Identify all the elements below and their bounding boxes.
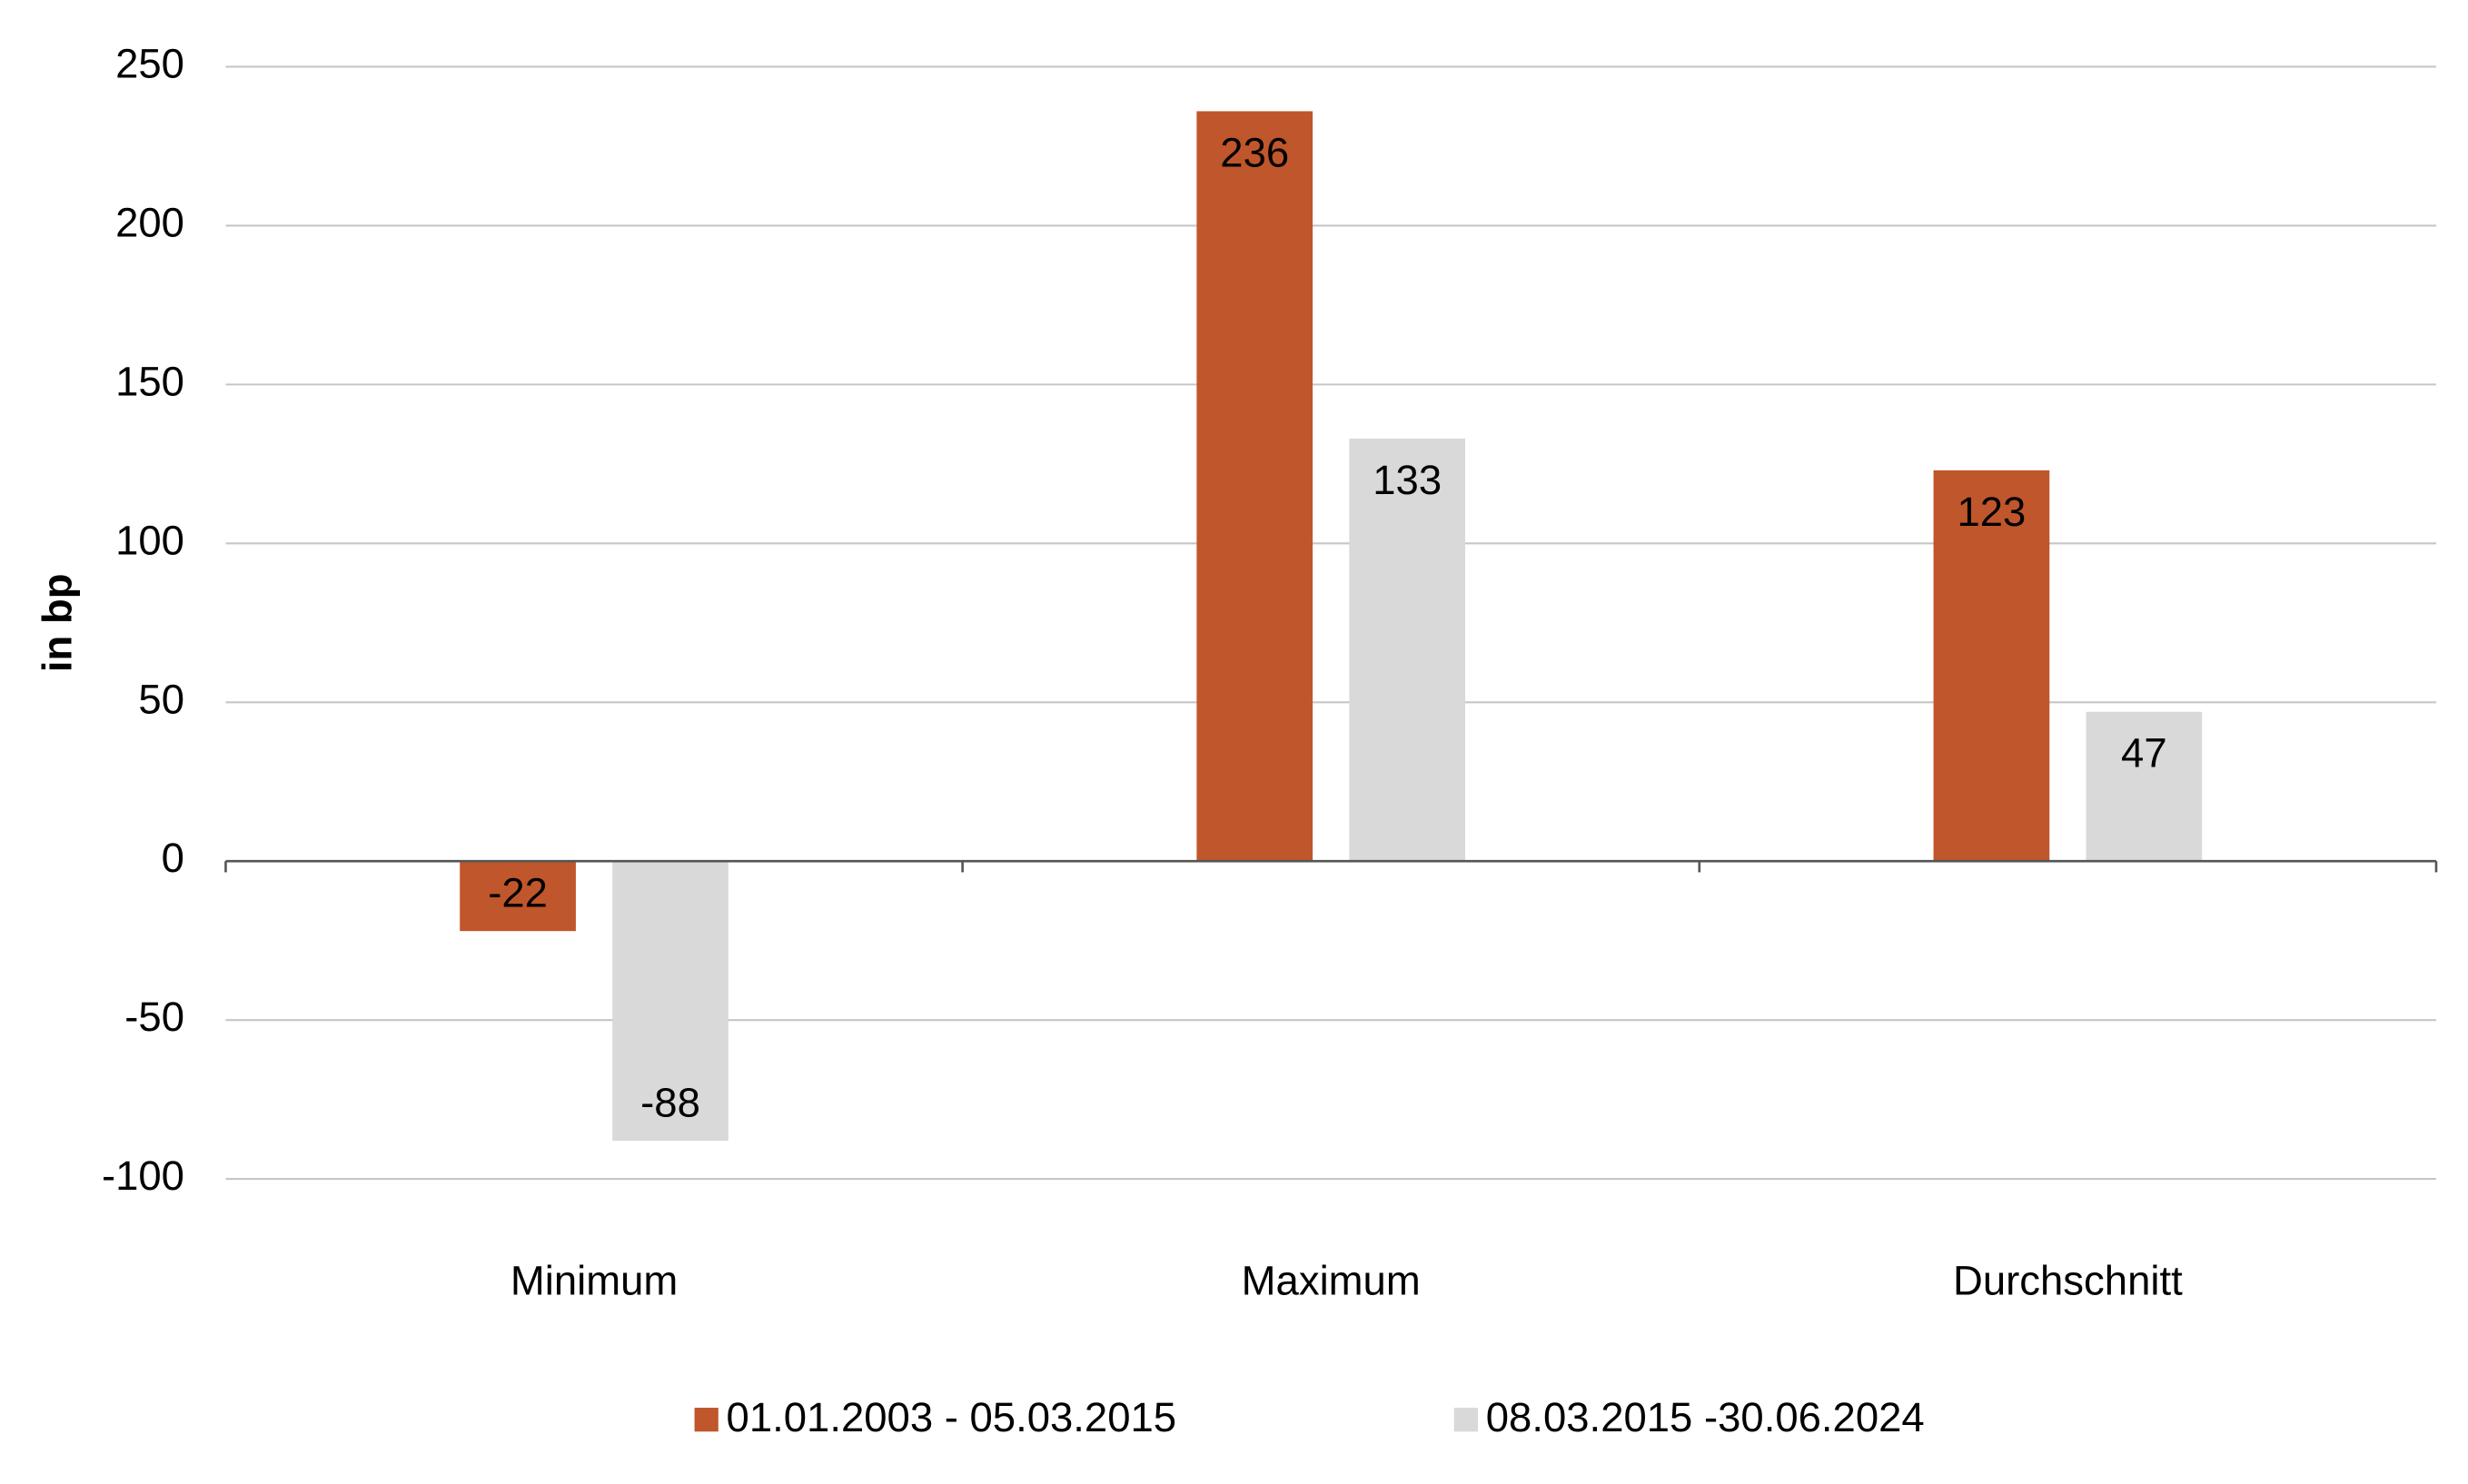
data-label: 236 — [1220, 129, 1289, 175]
data-label: -22 — [488, 870, 548, 916]
y-tick-label: 150 — [115, 358, 184, 404]
x-tick-label: Maximum — [1242, 1258, 1421, 1304]
bar — [1349, 438, 1466, 862]
legend-label: 01.01.2003 - 05.03.2015 — [727, 1394, 1177, 1440]
y-tick-label: -100 — [102, 1153, 184, 1199]
legend-swatch — [1453, 1408, 1479, 1432]
data-label: 47 — [2121, 730, 2167, 777]
bar — [460, 861, 576, 932]
y-tick-label: 200 — [115, 199, 184, 245]
y-tick-label: 100 — [115, 517, 184, 563]
bar — [612, 861, 729, 1142]
y-tick-label: 50 — [138, 676, 184, 722]
y-axis-title: in bp — [35, 573, 81, 672]
legend-swatch — [694, 1408, 719, 1432]
bar — [1933, 470, 2050, 862]
x-tick-label: Minimum — [510, 1258, 678, 1304]
y-tick-label: 250 — [115, 40, 184, 86]
y-tick-label: -50 — [124, 994, 184, 1040]
y-tick-label: 0 — [162, 835, 184, 881]
data-label: 123 — [1957, 489, 2026, 535]
bar — [2086, 711, 2203, 862]
x-tick-label: Durchschnitt — [1953, 1258, 2183, 1304]
data-label: -88 — [640, 1080, 700, 1126]
data-label: 133 — [1373, 457, 1442, 503]
legend-label: 08.03.2015 -30.06.2024 — [1486, 1394, 1925, 1440]
bar — [1196, 111, 1313, 862]
